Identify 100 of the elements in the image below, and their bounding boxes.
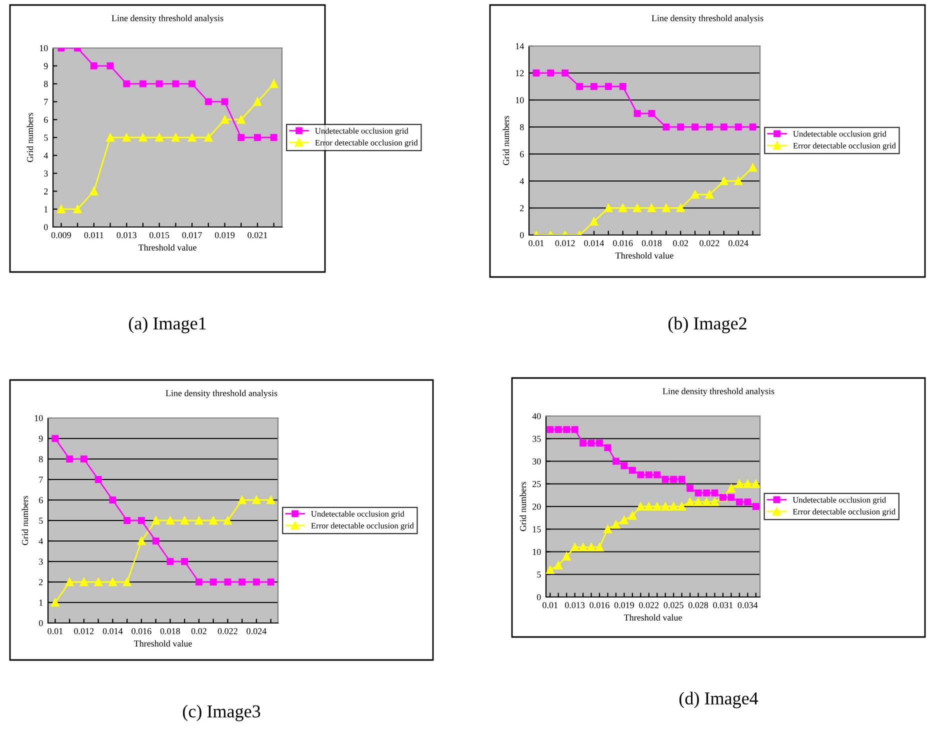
y-axis-title: Grid numbers [26, 112, 34, 162]
point [194, 516, 204, 525]
point [106, 62, 114, 70]
point [172, 133, 180, 142]
y-axis-title: Grid numbers [520, 482, 526, 532]
point [720, 176, 728, 186]
x-tick-label: 0.013 [564, 602, 585, 608]
text: (d) Image4 [679, 692, 758, 708]
y-axis-title: Grid numbers [22, 496, 28, 546]
legend-label: Error detectable occlusion grid [315, 140, 418, 148]
point [669, 502, 678, 511]
y-tick-label: 9 [44, 63, 48, 70]
point [578, 543, 588, 552]
point [236, 115, 246, 124]
x-tick-label: 0.017 [182, 232, 202, 238]
x-tick-label: 0.016 [132, 628, 152, 634]
point [661, 502, 670, 511]
point [743, 480, 752, 488]
x-tick-label: 0.009 [51, 232, 71, 238]
y-tick-label: 30 [532, 458, 541, 464]
x-tick-label: 0.021 [248, 232, 268, 238]
x-tick-label: 0.018 [642, 240, 662, 246]
legend-label: Undetectable occlusion grid [792, 496, 886, 504]
point [694, 489, 702, 496]
point [123, 80, 130, 88]
point [166, 516, 174, 525]
x-tick-label: 0.015 [150, 232, 170, 238]
x-axis-title: Threshold value [624, 614, 682, 621]
point [595, 543, 604, 552]
point [734, 176, 743, 186]
point [620, 462, 628, 470]
point [752, 480, 760, 488]
point [637, 471, 644, 478]
y-tick-label: 12 [516, 70, 524, 76]
point [570, 543, 579, 552]
point [620, 516, 628, 524]
point [270, 80, 278, 88]
point [224, 578, 232, 586]
legend-label: Error detectable occlusion grid [793, 142, 896, 150]
point [644, 502, 654, 511]
x-tick-label: 0.022 [700, 240, 720, 246]
point [662, 204, 670, 212]
point [587, 543, 596, 552]
point [752, 503, 760, 510]
y-tick-label: 35 [532, 436, 541, 442]
y-tick-label: 4 [520, 178, 524, 184]
y-tick-label: 2 [44, 188, 48, 194]
x-tick-label: 0.016 [613, 240, 633, 246]
x-tick-label: 0.031 [713, 602, 733, 608]
point [155, 133, 164, 142]
point [744, 498, 752, 506]
point [648, 110, 656, 117]
y-tick-label: 8 [44, 80, 48, 88]
point [204, 98, 212, 106]
x-tick-label: 0.012 [555, 240, 575, 246]
point [181, 558, 188, 565]
x-tick-label: 0.011 [84, 232, 104, 238]
legend-label: Undetectable occlusion grid [315, 128, 408, 136]
point [210, 578, 217, 586]
y-tick-label: 6 [39, 497, 43, 504]
x-tick-label: 0.01 [48, 628, 63, 634]
point [736, 498, 743, 506]
point [706, 124, 713, 130]
point [690, 190, 700, 199]
point [677, 124, 684, 130]
y-tick-label: 25 [532, 481, 541, 488]
chart-title: Line density threshold analysis [112, 14, 224, 24]
point [727, 484, 736, 493]
point [604, 83, 612, 90]
point [749, 124, 756, 130]
point [686, 498, 694, 506]
y-tick-label: 1 [44, 206, 48, 212]
y-tick-label: 0 [536, 594, 541, 600]
y-tick-label: 4 [38, 538, 43, 544]
point [590, 83, 598, 90]
chart-title: Line density threshold analysis [652, 14, 764, 24]
y-tick-label: 7 [39, 476, 43, 483]
x-tick-label: 0.01 [542, 602, 558, 608]
point [138, 517, 145, 524]
point [546, 566, 554, 574]
point [604, 444, 612, 452]
y-tick-label: 3 [44, 170, 48, 177]
x-tick-label: 0.024 [246, 628, 266, 634]
point [65, 578, 74, 586]
y-tick-label: 2 [39, 579, 43, 586]
x-tick-label: 0.02 [673, 240, 688, 246]
point [748, 163, 757, 172]
point [238, 578, 246, 586]
y-tick-label: 10 [34, 415, 43, 422]
point [652, 502, 662, 511]
point [710, 498, 719, 506]
point [532, 70, 540, 76]
point [662, 476, 669, 483]
point [678, 502, 686, 511]
point [604, 204, 613, 212]
point [188, 133, 196, 142]
point [636, 502, 645, 511]
point [122, 133, 131, 142]
point [628, 511, 637, 520]
x-tick-label: 0.01 [528, 240, 544, 246]
